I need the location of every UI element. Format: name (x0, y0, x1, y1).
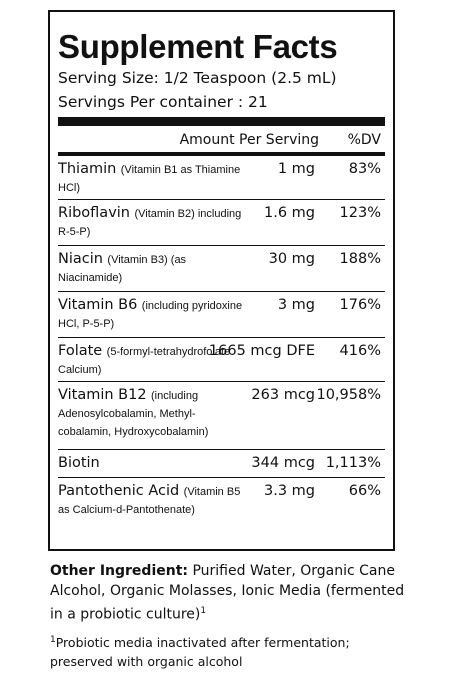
footnote: 1Probiotic media inactivated after ferme… (50, 631, 410, 671)
amount-header: Amount Per Serving (179, 132, 319, 148)
nutrient-name: Riboflavin (58, 205, 130, 221)
nutrient-row-vitamin-b12: Vitamin B12 (including Adenosylcobalamin… (58, 382, 385, 450)
nutrient-amount: 3.3 mg (264, 483, 315, 499)
nutrient-dv: 66% (348, 483, 381, 499)
serving-size: Serving Size: 1/2 Teaspoon (2.5 mL) (58, 69, 337, 87)
nutrient-row-folate: Folate (5-formyl-tetrahydrofolate Calciu… (58, 338, 385, 382)
footnote-marker: 1 (200, 606, 207, 616)
other-ingredients: Other Ingredient: Purified Water, Organi… (50, 561, 410, 625)
thick-divider (58, 117, 385, 126)
nutrient-row-niacin: Niacin (Vitamin B3) (as Niacinamide) 30 … (58, 246, 385, 292)
supplement-facts-panel: Supplement Facts Serving Size: 1/2 Teasp… (48, 10, 395, 551)
nutrient-dv: 416% (339, 343, 381, 359)
other-ingredients-text: Purified Water, Organic Cane Alcohol, Or… (50, 563, 405, 623)
nutrient-row-thiamin: Thiamin (Vitamin B1 as Thiamine HCl) 1 m… (58, 156, 385, 200)
nutrient-amount: 263 mcg (251, 387, 315, 403)
other-ingredients-label: Other Ingredient: (50, 563, 189, 579)
nutrient-amount: 1 mg (277, 161, 315, 177)
nutrient-amount: 30 mg (268, 251, 315, 267)
nutrient-name: Folate (58, 343, 103, 359)
medium-divider (58, 152, 385, 156)
nutrient-dv: 83% (348, 161, 381, 177)
nutrient-amount: 344 mcg (251, 455, 315, 471)
nutrient-name: Niacin (58, 251, 103, 267)
nutrient-name: Pantothenic Acid (58, 483, 180, 499)
nutrient-name: Vitamin B6 (58, 297, 138, 313)
nutrient-qualifier: (Vitamin B2) including R-5-P) (58, 208, 242, 238)
footnote-text: Probiotic media inactivated after fermen… (50, 635, 350, 670)
nutrient-name: Biotin (58, 455, 100, 471)
nutrient-qualifier: (Vitamin B3) (as Niacinamide) (58, 254, 187, 284)
footnote-marker: 1 (50, 635, 56, 645)
nutrient-row-riboflavin: Riboflavin (Vitamin B2) including R-5-P)… (58, 200, 385, 246)
nutrient-row-pantothenic-acid: Pantothenic Acid (Vitamin B5 as Calcium-… (58, 478, 385, 524)
servings-per-container: Servings Per container : 21 (58, 93, 268, 111)
panel-title: Supplement Facts (58, 28, 338, 65)
nutrient-qualifier: (including pyridoxine HCl, P-5-P) (58, 300, 243, 330)
nutrient-dv: 123% (339, 205, 381, 221)
nutrient-amount: 1.6 mg (264, 205, 315, 221)
nutrient-row-biotin: Biotin 344 mcg 1,113% (58, 450, 385, 478)
nutrient-dv: 1,113% (325, 455, 381, 471)
nutrient-row-vitamin-b6: Vitamin B6 (including pyridoxine HCl, P-… (58, 292, 385, 338)
nutrient-qualifier: (Vitamin B1 as Thiamine HCl) (58, 164, 241, 194)
table-header: Amount Per Serving %DV (58, 126, 385, 152)
nutrient-name: Thiamin (58, 161, 117, 177)
nutrient-qualifier: (including Adenosylcobalamin, Methyl-cob… (58, 390, 209, 438)
nutrient-dv: 188% (339, 251, 381, 267)
nutrient-name: Vitamin B12 (58, 387, 147, 403)
nutrient-dv: 176% (339, 297, 381, 313)
nutrient-dv: 10,958% (316, 387, 381, 403)
dv-header: %DV (347, 132, 381, 148)
nutrient-qualifier: (Vitamin B5 as Calcium-d-Pantothenate) (58, 486, 241, 516)
nutrient-amount: 3 mg (277, 297, 315, 313)
nutrient-qualifier: (5-formyl-tetrahydrofolate Calcium) (58, 346, 231, 376)
nutrient-amount: 1665 mcg DFE (208, 343, 315, 359)
